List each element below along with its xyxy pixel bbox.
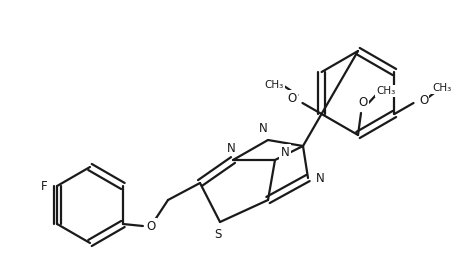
Text: O: O: [419, 93, 428, 107]
Text: N: N: [316, 172, 325, 185]
Text: F: F: [41, 179, 47, 192]
Text: O: O: [358, 96, 367, 109]
Text: N: N: [281, 146, 290, 159]
Text: N: N: [259, 121, 267, 134]
Text: N: N: [227, 141, 236, 154]
Text: CH₃: CH₃: [376, 86, 395, 96]
Text: CH₃: CH₃: [432, 83, 451, 93]
Text: S: S: [214, 228, 222, 241]
Text: O: O: [146, 220, 155, 233]
Text: O: O: [288, 92, 297, 105]
Text: CH₃: CH₃: [265, 80, 284, 90]
